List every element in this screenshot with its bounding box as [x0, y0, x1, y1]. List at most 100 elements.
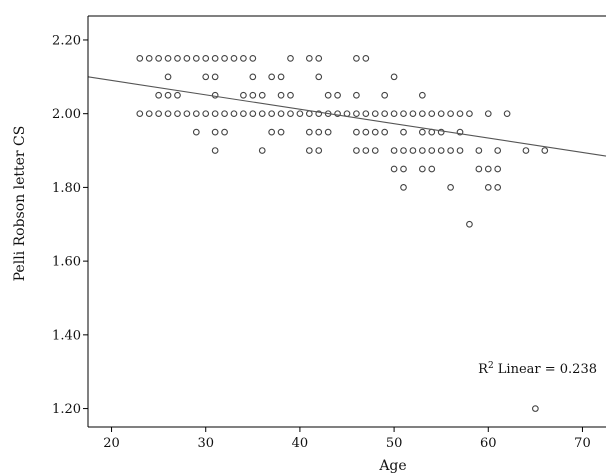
data-point: [296, 110, 304, 118]
data-point: [390, 165, 398, 173]
data-point: [202, 55, 210, 62]
data-point: [353, 55, 360, 62]
y-tick-label: 1.60: [52, 255, 81, 270]
data-point: [258, 147, 266, 154]
data-point: [211, 91, 219, 99]
data-point: [174, 91, 181, 99]
data-point: [418, 128, 426, 136]
data-point: [315, 128, 323, 136]
data-point: [409, 110, 417, 118]
data-point: [324, 128, 332, 136]
data-point: [371, 128, 379, 136]
data-point: [362, 110, 370, 118]
data-points-layer: [136, 55, 549, 412]
data-point: [211, 147, 219, 154]
data-point: [353, 128, 360, 136]
r-squared-value: Linear = 0.238: [494, 362, 597, 377]
data-point: [277, 73, 285, 81]
data-point: [155, 55, 162, 62]
data-point: [437, 147, 445, 154]
axes-layer: [87, 15, 606, 428]
y-tick-label: 2.20: [52, 33, 81, 48]
data-point: [475, 165, 483, 173]
data-point: [287, 91, 294, 99]
data-point: [371, 110, 379, 118]
data-point: [211, 110, 219, 118]
data-point: [230, 110, 238, 118]
data-point: [221, 110, 228, 118]
data-point: [484, 165, 492, 173]
data-point: [390, 110, 398, 118]
data-point: [334, 91, 341, 99]
data-point: [164, 91, 172, 99]
data-point: [400, 184, 407, 191]
data-point: [418, 165, 426, 173]
data-point: [258, 91, 266, 99]
data-point: [315, 55, 323, 62]
data-point: [249, 73, 257, 81]
data-point: [353, 91, 360, 99]
data-point: [381, 110, 389, 118]
data-point: [287, 55, 294, 62]
data-point: [362, 128, 370, 136]
data-point: [192, 55, 200, 62]
data-point: [249, 91, 257, 99]
data-point: [240, 55, 247, 62]
data-point: [447, 147, 454, 154]
data-point: [164, 73, 172, 81]
data-point: [315, 73, 323, 81]
data-point: [136, 55, 144, 62]
x-tick-label: 70: [574, 436, 591, 451]
data-point: [183, 110, 191, 118]
data-point: [164, 55, 172, 62]
data-point: [305, 55, 313, 62]
data-point: [164, 110, 172, 118]
data-point: [287, 110, 294, 118]
x-tick-label: 60: [480, 436, 497, 451]
data-point: [532, 405, 539, 412]
x-axis-title: Age: [378, 458, 406, 474]
data-point: [240, 91, 247, 99]
data-point: [334, 110, 341, 118]
data-point: [362, 55, 370, 62]
data-point: [428, 165, 436, 173]
r-squared-annotation: R2 Linear = 0.238: [478, 361, 597, 377]
data-point: [390, 73, 398, 81]
data-point: [192, 110, 200, 118]
data-point: [305, 128, 313, 136]
data-point: [353, 147, 360, 154]
data-point: [183, 55, 191, 62]
data-point: [174, 110, 181, 118]
data-point: [174, 55, 181, 62]
data-point: [145, 110, 153, 118]
x-tick-label: 40: [292, 436, 309, 451]
data-point: [428, 110, 436, 118]
y-tick-label: 1.20: [52, 402, 81, 417]
y-ticks-layer: 1.20 1.40 1.60 1.80 2.00 2.20: [52, 33, 88, 417]
x-tick-label: 30: [197, 436, 214, 451]
data-point: [230, 55, 238, 62]
data-point: [145, 55, 153, 62]
data-point: [456, 128, 464, 136]
data-point: [418, 91, 426, 99]
y-tick-label: 2.00: [52, 107, 81, 122]
data-point: [362, 147, 370, 154]
data-point: [409, 147, 417, 154]
data-point: [381, 128, 389, 136]
data-point: [277, 91, 285, 99]
data-point: [494, 184, 502, 191]
data-point: [136, 110, 144, 118]
data-point: [240, 110, 247, 118]
y-tick-label: 1.40: [52, 328, 81, 343]
data-point: [211, 128, 219, 136]
data-point: [522, 147, 530, 154]
data-point: [437, 110, 445, 118]
r-squared-superscript: 2: [488, 361, 494, 371]
data-point: [541, 147, 549, 154]
data-point: [400, 165, 407, 173]
data-point: [268, 128, 276, 136]
data-point: [202, 73, 210, 81]
data-point: [258, 110, 266, 118]
